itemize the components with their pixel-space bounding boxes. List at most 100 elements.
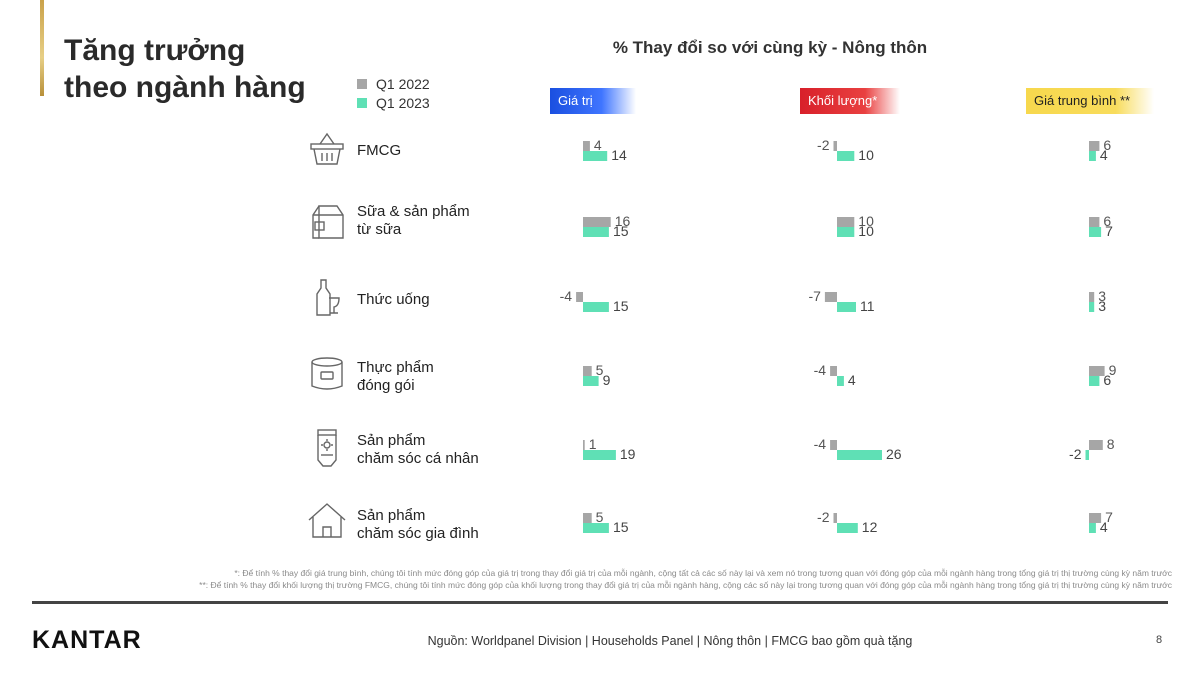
legend-swatch-q1-2022 [357,78,367,89]
bar-avg-price-q1-2023 [1089,151,1096,161]
category-line1: Thực phẩm [357,359,434,376]
bar-volume-q1-2022 [830,440,837,450]
bar-volume-q1-2022 [833,141,837,151]
data-label-value-q1-2023: 15 [613,519,629,535]
category-label-beverages: Thức uống [357,291,430,309]
category-line2: đóng gói [357,377,415,394]
data-label-value-q1-2023: 15 [613,223,629,239]
data-label-value-q1-2023: 14 [611,147,627,163]
bar-avg-price-q1-2023 [1085,450,1089,460]
bar-volume-q1-2023 [837,523,858,533]
bar-volume-q1-2022 [830,366,837,376]
data-label-value-q1-2023: 9 [603,372,611,388]
bar-avg-price-q1-2022 [1089,141,1100,151]
category-line1: Thức uống [357,291,430,308]
category-line1: Sữa & sản phẩm [357,203,470,220]
bar-volume-q1-2022 [824,292,837,302]
data-label-avg-price-q1-2022: 6 [1103,213,1111,229]
data-label-volume-q1-2022: -4 [814,362,827,378]
data-label-avg-price-q1-2023: -2 [1069,446,1082,462]
bottle-glass-icon [316,279,340,316]
bar-volume-q1-2022 [833,513,837,523]
bar-volume-q1-2023 [837,302,856,312]
data-label-volume-q1-2022: -2 [817,509,830,525]
bar-value-q1-2023 [583,302,609,312]
bar-volume-q1-2023 [837,227,855,237]
category-line1: Sản phẩm [357,507,426,524]
bar-value-q1-2022 [583,513,592,523]
bar-avg-price-q1-2022 [1089,366,1105,376]
data-label-avg-price-q1-2023: 7 [1105,223,1113,239]
bar-value-q1-2022 [583,141,590,151]
bar-avg-price-q1-2022 [1089,513,1102,523]
bar-avg-price-q1-2022 [1089,217,1100,227]
data-label-value-q1-2022: -4 [560,288,573,304]
data-label-value-q1-2022: 4 [594,137,602,153]
category-label-personal-care: Sản phẩm chăm sóc cá nhân [357,432,479,468]
bar-avg-price-q1-2023 [1089,227,1102,237]
divider [32,601,1168,604]
footnote-1: *: Để tính % thay đổi giá trung bình, ch… [234,568,1172,578]
data-label-value-q1-2023: 15 [613,298,629,314]
bar-value-q1-2022 [583,217,611,227]
data-label-avg-price-q1-2022: 3 [1098,288,1106,304]
data-label-avg-price-q1-2023: 6 [1103,372,1111,388]
panel-header-volume: Khối lượng* [800,88,900,114]
source-note: Nguồn: Worldpanel Division | Households … [427,634,913,648]
data-label-value-q1-2022: 1 [589,436,597,452]
data-label-volume-q1-2023: 26 [886,446,902,462]
bar-value-q1-2023 [583,151,608,161]
legend-label-q1-2022: Q1 2022 [376,75,430,92]
category-label-home-care: Sản phẩm chăm sóc gia đình [357,507,479,543]
data-label-volume-q1-2023: 10 [858,223,874,239]
data-label-volume-q1-2022: -4 [814,436,827,452]
data-label-volume-q1-2023: 10 [858,147,874,163]
can-icon [311,357,343,390]
category-line2: từ sữa [357,221,402,238]
data-label-avg-price-q1-2022: 7 [1105,509,1113,525]
data-label-value-q1-2022: 5 [596,509,604,525]
kantar-logo: KANTAR [32,626,142,654]
milk-carton-icon [312,205,344,239]
legend-label-q1-2023: Q1 2023 [376,94,430,111]
basket-icon [310,132,344,165]
data-label-volume-q1-2023: 4 [848,372,856,388]
category-label-packaged-food: Thực phẩm đóng gói [357,359,434,395]
data-label-volume-q1-2023: 12 [862,519,878,535]
page-number: 8 [1156,634,1163,646]
category-line2: chăm sóc cá nhân [357,450,479,467]
data-label-value-q1-2023: 19 [620,446,636,462]
panel-header-average-price: Giá trung bình ** [1026,88,1154,114]
page-title-line1: Tăng trưởng [64,34,246,67]
category-line1: Sản phẩm [357,432,426,449]
chart-title: % Thay đổi so với cùng kỳ - Nông thôn [612,38,928,57]
bar-value-q1-2022 [583,366,592,376]
bar-volume-q1-2023 [837,151,855,161]
bar-value-q1-2023 [583,376,599,386]
category-label-dairy: Sữa & sản phẩm từ sữa [357,203,470,239]
bar-value-q1-2022 [576,292,583,302]
footnote-2: **: Để tính % thay đổi khối lượng thị tr… [199,580,1172,590]
tube-icon [317,429,337,467]
category-line1: FMCG [357,142,402,159]
bar-volume-q1-2023 [837,376,844,386]
chart-legend: Q1 2022 Q1 2023 [357,74,430,112]
bar-value-q1-2023 [583,450,616,460]
data-label-avg-price-q1-2023: 4 [1100,147,1108,163]
bar-avg-price-q1-2023 [1089,523,1096,533]
data-label-volume-q1-2023: 11 [860,298,875,314]
legend-item-q1-2023: Q1 2023 [357,93,430,112]
page-title-line2: theo ngành hàng [64,71,306,104]
bar-volume-q1-2023 [837,450,882,460]
bar-avg-price-q1-2023 [1089,302,1095,312]
bar-avg-price-q1-2023 [1089,376,1100,386]
category-label-fmcg: FMCG [357,142,401,160]
data-label-value-q1-2022: 5 [596,362,604,378]
data-label-volume-q1-2022: -7 [808,288,821,304]
legend-item-q1-2022: Q1 2022 [357,74,430,93]
bar-volume-q1-2022 [837,217,855,227]
accent-bar [40,0,44,96]
data-label-avg-price-q1-2023: 3 [1098,298,1106,314]
panel-header-value: Giá trị [550,88,636,114]
house-icon [308,503,346,538]
